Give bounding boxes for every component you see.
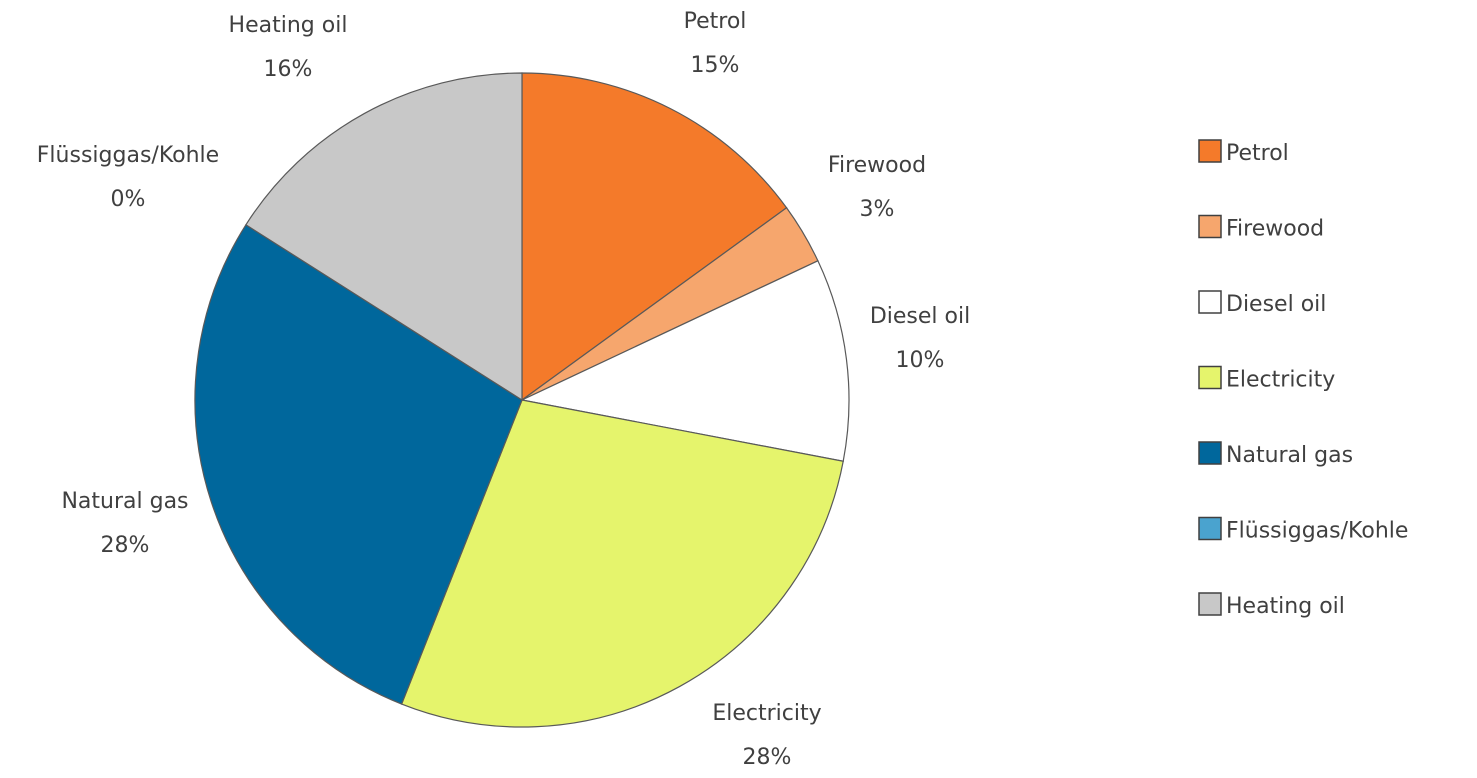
data-label-firewood: Firewood 3% (828, 153, 926, 222)
legend-label-heating-oil: Heating oil (1226, 594, 1345, 619)
pie-data-labels: Petrol 15% Firewood 3% Diesel oil 10% Electric… (37, 9, 970, 770)
pie-slices (194, 72, 850, 728)
data-label-diesel-oil: Diesel oil 10% (870, 304, 970, 373)
data-label-percent: 15% (691, 53, 740, 78)
legend-label-flussiggas-kohle: Flüssiggas/Kohle (1226, 519, 1408, 544)
data-label-category: Heating oil (229, 13, 348, 38)
data-label-petrol: Petrol 15% (684, 9, 747, 78)
legend-label-natural-gas: Natural gas (1226, 443, 1353, 468)
data-label-percent: 3% (860, 197, 895, 222)
legend-label-firewood: Firewood (1226, 217, 1324, 242)
legend-label-petrol: Petrol (1226, 141, 1289, 166)
data-label-percent: 10% (896, 348, 945, 373)
data-label-category: Firewood (828, 153, 926, 178)
legend-swatch-electricity (1198, 365, 1222, 390)
pie-slice-heating-oil (245, 72, 523, 402)
legend: Petrol Firewood Diesel oil Electricity Natur… (1198, 139, 1408, 619)
data-label-category: Natural gas (61, 489, 188, 514)
data-label-category: Electricity (712, 701, 821, 726)
legend-swatch-flussiggas-kohle (1198, 516, 1222, 541)
data-label-percent: 16% (264, 57, 313, 82)
legend-label-electricity: Electricity (1226, 368, 1335, 393)
data-label-heating-oil: Heating oil 16% (229, 13, 348, 82)
data-label-category: Petrol (684, 9, 747, 34)
pie-slice-electricity (400, 399, 844, 728)
legend-swatch-heating-oil (1198, 592, 1222, 616)
data-label-category: Diesel oil (870, 304, 970, 329)
data-label-natural-gas: Natural gas 28% (61, 489, 188, 558)
data-label-electricity: Electricity 28% (712, 701, 821, 770)
legend-label-diesel-oil: Diesel oil (1226, 292, 1326, 317)
pie-slice-diesel-oil (520, 259, 850, 462)
data-label-category: Flüssiggas/Kohle (37, 143, 219, 168)
data-label-percent: 0% (111, 187, 146, 212)
legend-swatch-natural-gas (1198, 441, 1222, 465)
legend-swatch-firewood (1198, 214, 1222, 239)
legend-swatch-diesel-oil (1198, 290, 1222, 314)
pie-slice-natural-gas (194, 223, 523, 705)
data-label-percent: 28% (101, 533, 150, 558)
pie-slice-petrol (521, 72, 788, 402)
data-label-percent: 28% (743, 745, 792, 770)
data-label-flussiggas-kohle: Flüssiggas/Kohle 0% (37, 143, 219, 212)
legend-swatch-petrol (1198, 139, 1222, 163)
